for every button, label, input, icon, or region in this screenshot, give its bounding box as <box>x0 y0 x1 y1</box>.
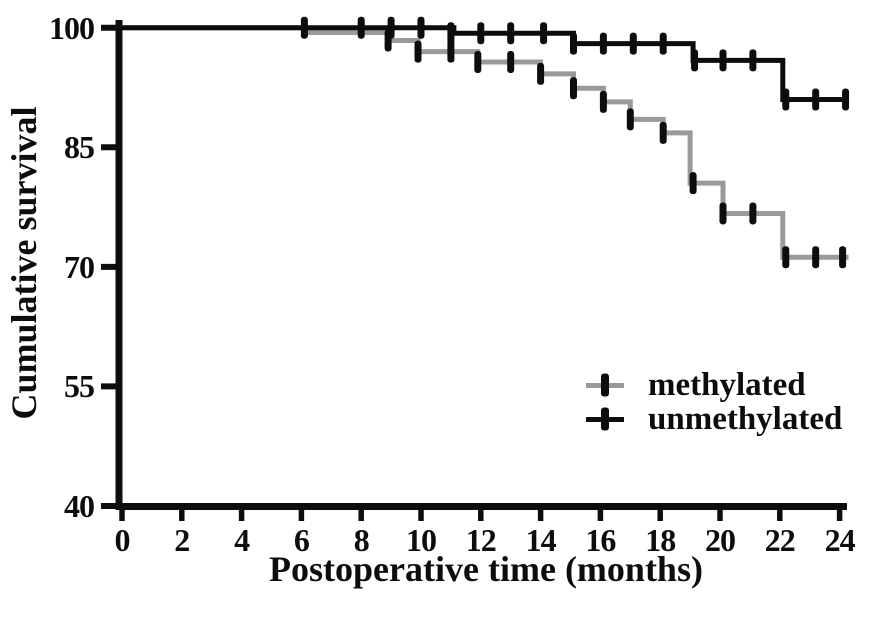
censor-tick-unmethylated <box>357 16 365 39</box>
censor-tick-methylated <box>719 202 727 225</box>
censor-tick-unmethylated <box>691 49 699 72</box>
censor-tick-methylated <box>537 62 545 85</box>
censor-tick-methylated <box>839 246 847 269</box>
x-tick-label-4: 4 <box>234 522 250 558</box>
x-tick-label-24: 24 <box>824 522 856 558</box>
x-tick-label-10: 10 <box>406 522 437 558</box>
censor-tick-unmethylated <box>477 22 485 45</box>
legend-item-unmethylated: unmethylated <box>586 402 842 436</box>
censor-tick-unmethylated <box>507 22 515 45</box>
curve-methylated <box>120 25 849 260</box>
censor-tick-unmethylated <box>569 32 577 55</box>
censor-tick-unmethylated <box>749 49 757 72</box>
x-tick-label-0: 0 <box>114 522 131 558</box>
censor-tick-unmethylated <box>842 88 850 111</box>
x-tick-label-16: 16 <box>585 522 616 558</box>
legend: methylated unmethylated <box>586 368 842 436</box>
censor-tick-methylated <box>659 121 667 144</box>
x-tick-label-22: 22 <box>764 522 796 558</box>
x-tick-label-2: 2 <box>174 522 190 558</box>
legend-item-methylated: methylated <box>586 368 842 402</box>
legend-label-methylated: methylated <box>648 366 806 403</box>
censor-tick-unmethylated <box>719 49 727 72</box>
x-tick-label-20: 20 <box>705 522 736 558</box>
x-tick-label-14: 14 <box>525 522 557 558</box>
censor-tick-methylated <box>626 108 634 131</box>
censor-tick-icon <box>601 407 609 431</box>
censor-tick-unmethylated <box>599 32 607 55</box>
y-tick-label-55: 55 <box>64 368 95 405</box>
censor-tick-unmethylated <box>812 88 820 111</box>
censor-tick-methylated <box>414 40 422 63</box>
x-tick-label-18: 18 <box>645 522 676 558</box>
x-axis-title: Postoperative time (months) <box>269 549 703 589</box>
x-tick-label-8: 8 <box>353 522 370 558</box>
censor-tick-unmethylated <box>300 16 308 39</box>
censor-tick-methylated <box>782 246 790 269</box>
censor-tick-unmethylated <box>782 88 790 111</box>
censor-tick-methylated <box>689 172 697 195</box>
censor-tick-unmethylated <box>659 32 667 55</box>
x-tick-label-12: 12 <box>465 522 497 558</box>
censor-tick-methylated <box>474 50 482 73</box>
unmethylated-line-swatch <box>586 407 624 431</box>
censor-tick-icon <box>601 373 609 397</box>
censor-tick-methylated <box>599 90 607 113</box>
censor-tick-methylated <box>812 246 820 269</box>
censor-tick-unmethylated <box>447 22 455 45</box>
y-tick-label-100: 100 <box>49 9 95 46</box>
legend-label-unmethylated: unmethylated <box>648 400 843 437</box>
y-tick-label-70: 70 <box>64 248 95 285</box>
x-tick-label-6: 6 <box>293 522 310 558</box>
censor-tick-methylated <box>507 50 515 73</box>
y-tick-label-40: 40 <box>64 488 95 524</box>
censor-tick-unmethylated <box>387 16 395 39</box>
censor-tick-methylated <box>569 77 577 100</box>
methylated-line-swatch <box>586 373 624 397</box>
censor-tick-unmethylated <box>629 32 637 55</box>
censor-tick-methylated <box>749 202 757 225</box>
censor-tick-methylated <box>447 40 455 63</box>
censor-tick-unmethylated <box>417 16 425 39</box>
y-tick-label-85: 85 <box>64 129 95 166</box>
censor-tick-unmethylated <box>540 22 548 45</box>
